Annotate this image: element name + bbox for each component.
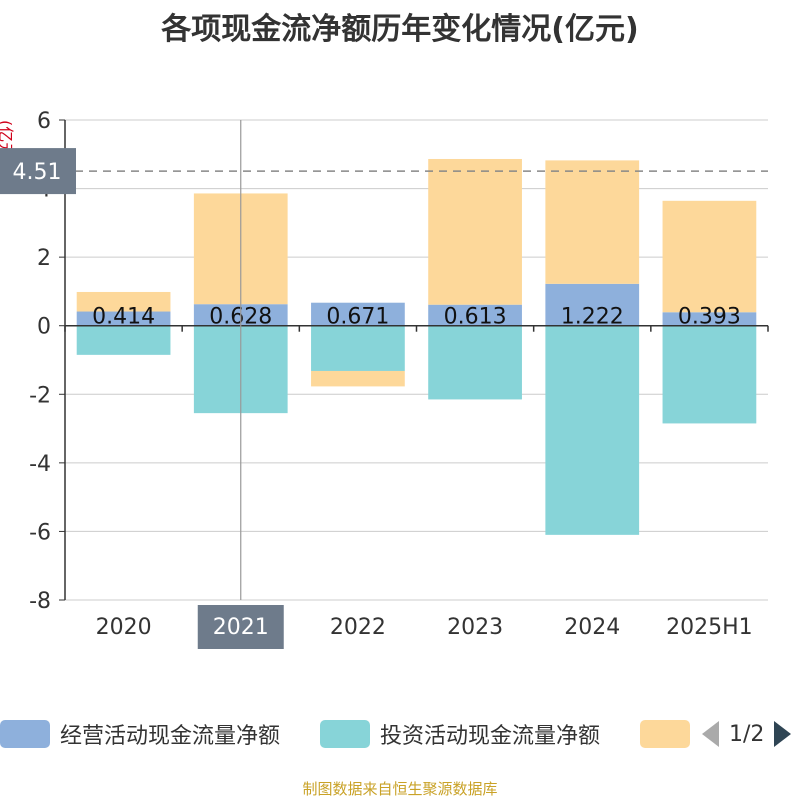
- legend-swatch-third: [640, 720, 690, 748]
- legend-item-third[interactable]: [640, 712, 700, 756]
- y-tick-label: 2: [37, 246, 51, 271]
- bar-series1-2025H1: [662, 312, 757, 326]
- x-tick-label: 2024: [564, 615, 620, 640]
- bar-series3-2022: [311, 370, 405, 387]
- legend: 经营活动现金流量净额 投资活动现金流量净额 1/2: [0, 712, 800, 756]
- legend-swatch-operating: [0, 720, 50, 748]
- crosshair-y-badge: [0, 148, 76, 195]
- legend-label-investing: 投资活动现金流量净额: [380, 724, 601, 749]
- bar-series1-2022: [311, 302, 405, 326]
- legend-item-investing[interactable]: 投资活动现金流量净额: [320, 712, 600, 756]
- bar-series2-2024: [545, 325, 640, 535]
- x-tick-label: 2022: [330, 615, 386, 640]
- chart-title: 各项现金流净额历年变化情况(亿元): [161, 12, 639, 47]
- legend-prev-page-icon[interactable]: [702, 721, 719, 747]
- bar-series1-2023: [428, 304, 522, 326]
- legend-next-page-icon[interactable]: [774, 721, 792, 747]
- bar-series3-2020: [76, 291, 171, 312]
- bar-series1-2020: [76, 311, 171, 326]
- y-tick-label: -2: [29, 383, 51, 408]
- data-label: 0.393: [678, 305, 741, 330]
- y-tick-label: 6: [37, 109, 51, 134]
- bar-series2-2023: [428, 325, 522, 400]
- x-tick-label: 2025H1: [666, 615, 753, 640]
- y-tick-label: 0: [37, 315, 51, 340]
- data-label: 1.222: [561, 305, 624, 330]
- legend-pager: 1/2: [702, 712, 792, 756]
- crosshair-x-badge: [197, 605, 284, 649]
- data-source-note: 制图数据来自恒生聚源数据库: [302, 780, 498, 798]
- bar-series3-2024: [545, 160, 640, 284]
- cash-flow-chart: 6420-2-4-6-8(亿元)0.4140.6280.6710.6131.22…: [0, 109, 769, 649]
- data-label: 0.613: [444, 305, 507, 330]
- y-tick-label: -4: [29, 452, 51, 477]
- y-tick-label: -6: [29, 520, 51, 545]
- bar-series1-2024: [545, 283, 640, 326]
- legend-label-operating: 经营活动现金流量净额: [60, 724, 281, 749]
- legend-page-indicator: 1/2: [729, 721, 765, 747]
- y-tick-label: -8: [29, 589, 51, 614]
- legend-item-operating[interactable]: 经营活动现金流量净额: [0, 712, 280, 756]
- legend-swatch-investing: [320, 720, 370, 748]
- data-label: 0.671: [326, 305, 389, 330]
- data-label: 0.414: [92, 305, 155, 330]
- bar-series3-2025H1: [662, 200, 757, 313]
- x-tick-label: 2020: [96, 615, 152, 640]
- bar-series3-2023: [428, 158, 522, 305]
- crosshair-x-label: 2021: [213, 615, 269, 640]
- bar-series2-2022: [311, 325, 405, 371]
- bar-series2-2020: [76, 325, 171, 355]
- crosshair-y-label: 4.51: [13, 160, 62, 185]
- x-tick-label: 2023: [447, 615, 503, 640]
- bar-series2-2025H1: [662, 325, 757, 424]
